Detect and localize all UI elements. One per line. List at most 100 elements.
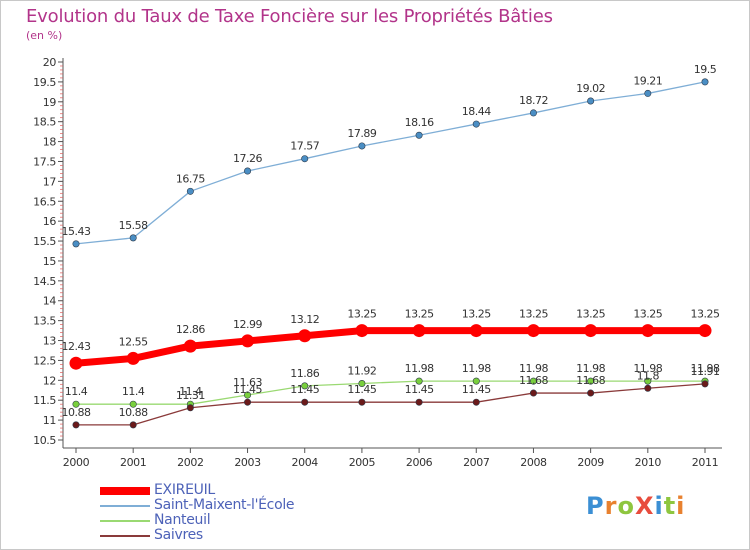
data-point bbox=[701, 380, 709, 388]
data-label: 10.88 bbox=[62, 406, 91, 419]
data-point bbox=[72, 400, 80, 408]
y-tick-label: 11.5 bbox=[33, 394, 56, 407]
data-point bbox=[415, 131, 423, 139]
data-label: 11.45 bbox=[405, 383, 434, 396]
y-tick-label: 16.5 bbox=[33, 195, 56, 208]
data-label: 15.43 bbox=[62, 225, 91, 238]
data-label: 13.25 bbox=[347, 308, 376, 321]
series-line bbox=[75, 81, 706, 245]
x-tick-label: 2005 bbox=[349, 456, 376, 469]
y-tick-label: 15 bbox=[43, 255, 57, 268]
data-point bbox=[587, 97, 595, 105]
logo-letter: i bbox=[654, 492, 664, 520]
logo-letter: t bbox=[663, 492, 677, 520]
data-label: 13.25 bbox=[462, 308, 491, 321]
data-label: 16.75 bbox=[176, 172, 205, 185]
data-label: 18.16 bbox=[405, 116, 434, 129]
x-tick-label: 2010 bbox=[635, 456, 662, 469]
x-tick-label: 2004 bbox=[292, 456, 319, 469]
chart-axes: 10.5 11 11.5 12 12.5 13 13.5 14 14.5 15 15.5 16 16.5… bbox=[33, 56, 722, 469]
proxiti-logo: ProXiti bbox=[586, 492, 685, 520]
x-tick-label: 2009 bbox=[577, 456, 604, 469]
data-point bbox=[301, 398, 309, 406]
data-label: 17.57 bbox=[290, 140, 319, 153]
logo-letter: X bbox=[634, 492, 655, 520]
data-label: 13.12 bbox=[290, 313, 319, 326]
data-label: 19.5 bbox=[694, 63, 717, 76]
data-label: 10.88 bbox=[119, 406, 148, 419]
series-0: 15.43 15.58 16.75 17.26 17.57 17.89 18.16 18.44… bbox=[62, 63, 717, 248]
data-point bbox=[298, 329, 312, 343]
data-point bbox=[72, 240, 80, 248]
y-tick-label: 10.5 bbox=[33, 434, 56, 447]
x-tick-label: 2008 bbox=[520, 456, 547, 469]
data-point bbox=[529, 389, 537, 397]
data-label: 11.63 bbox=[233, 376, 262, 389]
data-point bbox=[186, 404, 194, 412]
y-tick-label: 19.5 bbox=[33, 76, 56, 89]
data-label: 11.98 bbox=[462, 362, 491, 375]
y-tick-label: 18.5 bbox=[33, 116, 56, 129]
y-tick-label: 17 bbox=[43, 175, 57, 188]
data-label: 11.4 bbox=[65, 385, 88, 398]
y-tick-label: 11 bbox=[43, 414, 56, 427]
data-label: 19.21 bbox=[633, 74, 662, 87]
legend-label: Saivres bbox=[154, 527, 203, 543]
data-label: 11.98 bbox=[519, 362, 548, 375]
legend-swatch bbox=[100, 505, 150, 507]
series-layer: 15.43 15.58 16.75 17.26 17.57 17.89 18.16 18.44… bbox=[62, 63, 720, 429]
data-label: 11.98 bbox=[633, 362, 662, 375]
data-label: 12.86 bbox=[176, 323, 205, 336]
data-point bbox=[129, 234, 137, 242]
x-tick-label: 2001 bbox=[120, 456, 146, 469]
data-point bbox=[472, 377, 480, 385]
y-tick-label: 17.5 bbox=[33, 155, 56, 168]
data-label: 11.45 bbox=[290, 383, 319, 396]
data-label: 11.31 bbox=[176, 389, 205, 402]
data-label: 13.25 bbox=[691, 308, 720, 321]
data-point bbox=[129, 400, 137, 408]
data-point bbox=[355, 324, 369, 338]
logo-letter: i bbox=[676, 492, 686, 520]
data-point bbox=[358, 142, 366, 150]
y-tick-label: 19 bbox=[43, 96, 57, 109]
series-line bbox=[75, 327, 705, 367]
data-point bbox=[126, 351, 140, 365]
legend-label: Saint-Maixent-l'École bbox=[154, 497, 295, 513]
data-point bbox=[472, 120, 480, 128]
data-label: 11.98 bbox=[405, 362, 434, 375]
data-label: 11.91 bbox=[691, 365, 720, 378]
logo-letter: P bbox=[586, 492, 605, 520]
logo-letter: o bbox=[617, 492, 635, 520]
data-point bbox=[69, 356, 83, 370]
data-point bbox=[244, 167, 252, 175]
data-point bbox=[644, 384, 652, 392]
data-point bbox=[526, 324, 540, 338]
data-label: 11.68 bbox=[576, 374, 605, 387]
data-point bbox=[644, 377, 652, 385]
x-tick-label: 2003 bbox=[234, 456, 261, 469]
data-point bbox=[358, 398, 366, 406]
data-label: 11.86 bbox=[290, 367, 319, 380]
data-label: 13.25 bbox=[633, 308, 662, 321]
data-label: 15.58 bbox=[119, 219, 148, 232]
data-label: 12.55 bbox=[119, 335, 148, 348]
data-point bbox=[529, 109, 537, 117]
data-point bbox=[241, 334, 255, 348]
data-label: 11.8 bbox=[637, 369, 660, 382]
data-label: 11.92 bbox=[347, 364, 376, 377]
y-tick-label: 18 bbox=[43, 136, 57, 149]
data-point bbox=[641, 324, 655, 338]
data-label: 11.4 bbox=[179, 385, 202, 398]
data-label: 18.44 bbox=[462, 105, 491, 118]
x-tick-label: 2007 bbox=[463, 456, 490, 469]
legend-label: EXIREUIL bbox=[154, 482, 215, 498]
data-label: 12.99 bbox=[233, 318, 262, 331]
data-point bbox=[244, 391, 252, 399]
data-point bbox=[129, 421, 137, 429]
y-tick-label: 13.5 bbox=[33, 315, 56, 328]
y-tick-label: 14 bbox=[43, 295, 57, 308]
data-label: 12.43 bbox=[62, 340, 91, 353]
chart-title: Evolution du Taux de Taxe Foncière sur l… bbox=[26, 6, 553, 27]
